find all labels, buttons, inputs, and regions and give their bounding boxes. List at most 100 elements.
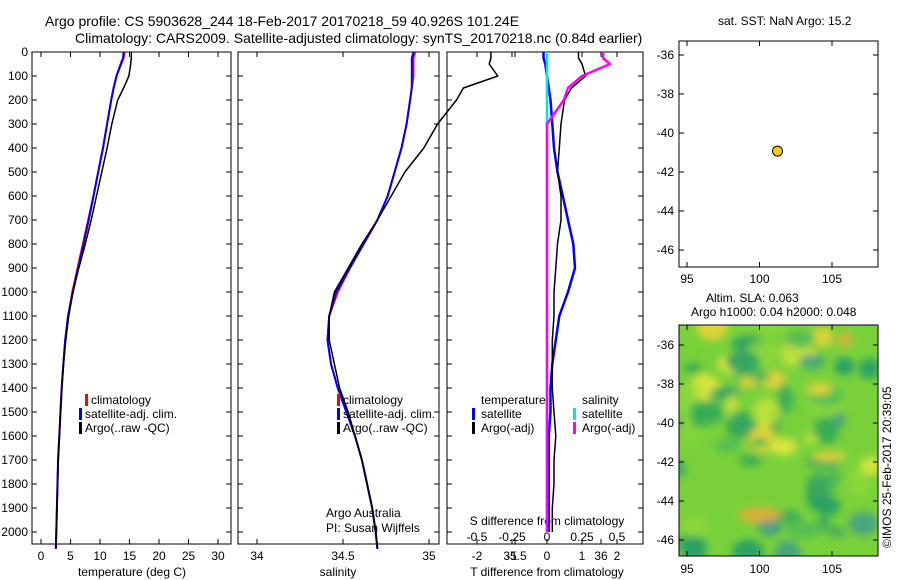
figure-title-line2: Climatology: CARS2009. Satellite-adjuste… — [75, 30, 642, 46]
map-xtick-label: 100 — [749, 272, 769, 286]
sla-field-patch — [738, 507, 782, 523]
x-tick-label: 35.5 — [503, 549, 527, 563]
series-climatology — [54, 51, 126, 549]
x-tick-label: 0.5 — [609, 530, 626, 544]
sla-field-patch — [738, 376, 757, 388]
legend-swatch-argo — [79, 422, 82, 434]
sla-field-patch — [739, 454, 762, 467]
legend-swatch-t-argo — [472, 422, 475, 434]
depth-tick-label: 1100 — [2, 309, 28, 323]
sla-map-frame — [678, 324, 879, 557]
imos-timestamp: ©IMOS 25-Feb-2017 20:39:05 — [880, 386, 894, 548]
sla-field-patch — [831, 413, 846, 428]
sal-legend-argo: Argo(..raw -QC) — [343, 421, 428, 435]
x-tick-label: 15 — [123, 549, 137, 563]
sla-field-patch — [834, 357, 855, 376]
legend-swatch-s-argo — [573, 422, 576, 434]
sla-field-patch — [679, 460, 687, 479]
legend-swatch-satellite — [79, 408, 82, 420]
sla-field-patch — [812, 327, 833, 347]
diff-legend-t-argo: Argo(-adj) — [481, 421, 534, 435]
x-tick-label: 2 — [614, 549, 621, 563]
sla-field-patch — [681, 422, 698, 442]
temperature-panel-frame — [31, 51, 232, 545]
x-tick-label: -1 — [507, 549, 518, 563]
series-satellite-adj-clim — [54, 51, 125, 549]
credit-org: Argo Australia — [326, 506, 401, 520]
x-tick-label: 1 — [579, 549, 586, 563]
temperature-series — [54, 51, 133, 549]
map-ytick-label: -42 — [657, 455, 675, 469]
diff-legend-t-satellite: satellite — [481, 407, 522, 421]
legend-swatch-climatology — [85, 394, 88, 406]
sla-field-patch — [690, 399, 725, 425]
sla-field-patch — [679, 403, 695, 427]
sst-map-title: sat. SST: NaN Argo: 15.2 — [718, 14, 852, 28]
depth-tick-label: 100 — [8, 69, 28, 83]
depth-tick-label: 0 — [21, 45, 28, 59]
series-t-satellite — [542, 52, 577, 532]
depth-tick-label: 700 — [8, 213, 28, 227]
depth-tick-label: 2000 — [1, 525, 28, 539]
sla-map-title1: Altim. SLA: 0.063 — [706, 291, 799, 305]
diff-legend-temp-header: temperature — [481, 393, 546, 407]
series-s-argo-adj- — [545, 52, 612, 532]
map-xtick-label: 105 — [822, 272, 842, 286]
sla-field-patch — [773, 540, 802, 556]
sla-field-patch — [749, 437, 769, 449]
sla-field-patch — [777, 383, 791, 413]
x-tick-label: -0.25 — [498, 530, 526, 544]
series-climatology — [326, 51, 417, 549]
temperature-xlabel: temperature (deg C) — [78, 565, 186, 579]
legend-swatch-s-satellite — [573, 408, 576, 420]
difference-xlabel: T difference from climatology — [470, 565, 624, 579]
sla-field-patch — [796, 353, 825, 368]
sla-map-title2: Argo h1000: 0.04 h2000: 0.048 — [691, 305, 857, 319]
sla-field-patch — [848, 512, 878, 536]
salinity-legend: climatology satellite-adj. clim. Argo(..… — [337, 393, 435, 435]
depth-tick-label: 1800 — [1, 477, 28, 491]
x-tick-label: 0 — [544, 549, 551, 563]
sst-map-ytick-labels: -36 -38 -40 -42 -44 -46 — [657, 48, 878, 257]
series-argo-raw-qc — [328, 52, 499, 549]
map-ytick-label: -38 — [657, 87, 675, 101]
map-xtick-label: 95 — [680, 562, 694, 576]
x-tick-label: 30 — [211, 549, 225, 563]
depth-tick-label: 900 — [8, 261, 28, 275]
depth-tick-label: 1400 — [1, 381, 28, 395]
x-tick-label: -2 — [472, 549, 483, 563]
depth-tick-label: 500 — [8, 165, 28, 179]
sla-field-patch — [847, 466, 871, 497]
map-ytick-label: -40 — [657, 126, 675, 140]
x-tick-label: 0 — [38, 549, 45, 563]
depth-tick-label: 1500 — [1, 405, 28, 419]
sla-field-patch — [679, 392, 695, 407]
salinity-difference-tick-labels: -0.5 -0.25 0 0.25 0.5 — [467, 530, 626, 544]
temperature-legend: climatology satellite-adj. clim. Argo(..… — [79, 393, 177, 435]
sla-field-patch — [725, 350, 760, 373]
diff-legend-s-argo: Argo(-adj) — [582, 421, 635, 435]
legend-swatch-climatology — [337, 394, 340, 406]
depth-tick-label: 1700 — [1, 453, 28, 467]
sla-map-xtick-labels: 95 100 105 — [680, 325, 842, 576]
x-tick-label: -0.5 — [467, 530, 488, 544]
sst-map-xtick-labels: 95 100 105 — [680, 41, 842, 286]
map-xtick-label: 95 — [680, 272, 694, 286]
series-t-argo-adj- — [551, 52, 587, 532]
legend-swatch-argo — [337, 422, 340, 434]
salinity-xtick-labels: 34 34.5 35 35.5 36 — [250, 52, 608, 563]
map-ytick-label: -44 — [657, 204, 675, 218]
difference-series — [542, 52, 612, 532]
sal-legend-satellite: satellite-adj. clim. — [343, 407, 435, 421]
sla-field-patch — [683, 362, 703, 374]
sla-field-patch — [754, 398, 779, 427]
sla-field-patch — [696, 325, 729, 341]
sla-map-ytick-labels: -36 -38 -40 -42 -44 -46 — [657, 338, 878, 547]
depth-tick-labels: 0 100 200 300 400 500 600 700 800 900 1000 1100 1200… — [1, 45, 643, 539]
sal-legend-climatology: climatology — [343, 393, 403, 407]
sla-field-patch — [858, 358, 878, 380]
sla-field-patch — [816, 496, 841, 516]
sla-field-patch — [805, 472, 834, 500]
difference-legend: temperature salinity satellite Argo(-adj… — [472, 393, 635, 435]
